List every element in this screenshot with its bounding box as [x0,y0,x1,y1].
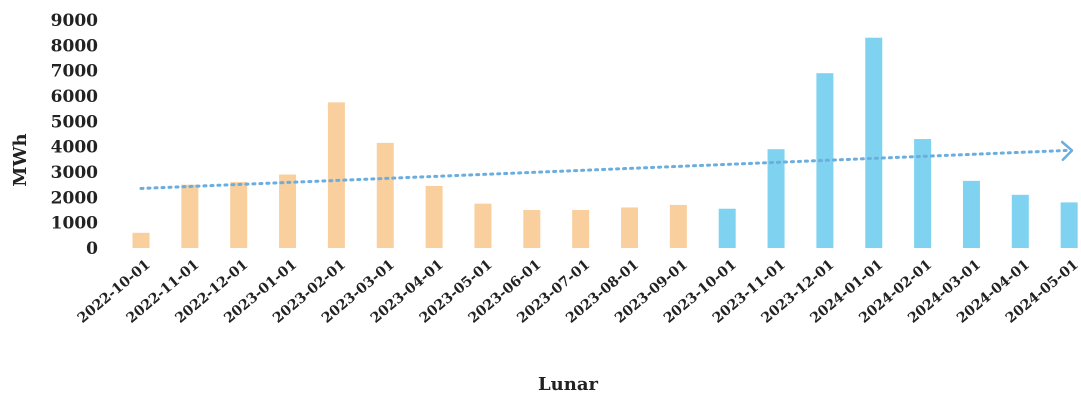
bar-2022-11-01 [181,184,199,248]
y-tick-label: 6000 [51,87,98,107]
bar-2024-03-01 [962,180,980,248]
bar-2022-10-01 [132,232,150,248]
bar-2023-04-01 [425,185,443,248]
bar-2023-08-01 [621,207,638,248]
x-axis-label: Lunar [538,374,598,395]
y-tick-label: 5000 [51,112,98,132]
bar-2024-05-01 [1060,202,1078,248]
trendline-arrowhead [1060,140,1074,161]
y-axis-ticks: 0 1000 2000 3000 4000 5000 6000 7000 8000 9000 [51,11,98,259]
bars [132,37,1078,248]
y-tick-label: 7000 [51,62,98,82]
bar-2023-11-01 [767,149,785,248]
bar-2023-12-01 [816,73,834,248]
bar-2024-02-01 [914,139,932,248]
bar-2023-10-01 [718,208,736,248]
bar-2023-03-01 [376,142,394,248]
bar-2023-02-01 [327,102,345,248]
bar-2023-09-01 [669,204,687,248]
y-tick-label: 2000 [51,188,98,208]
bar-2024-04-01 [1011,194,1029,248]
bar-2022-12-01 [230,182,248,248]
y-axis-label: MWh [10,133,31,186]
trendline [139,148,1068,190]
bar-2023-01-01 [279,174,297,248]
y-tick-label: 0 [86,239,98,259]
y-tick-label: 8000 [51,36,98,56]
y-tick-label: 1000 [51,214,98,234]
y-tick-label: 4000 [51,138,98,158]
bar-2023-05-01 [474,203,492,248]
x-axis-ticks: 2022-10-012022-11-012022-12-012023-01-01… [75,257,1081,327]
bar-2024-01-01 [865,37,883,248]
trendline-group [139,140,1074,190]
y-tick-label: 9000 [51,11,98,31]
bar-2023-07-01 [572,210,590,248]
y-tick-label: 3000 [51,163,98,183]
bar-2023-06-01 [523,210,541,248]
